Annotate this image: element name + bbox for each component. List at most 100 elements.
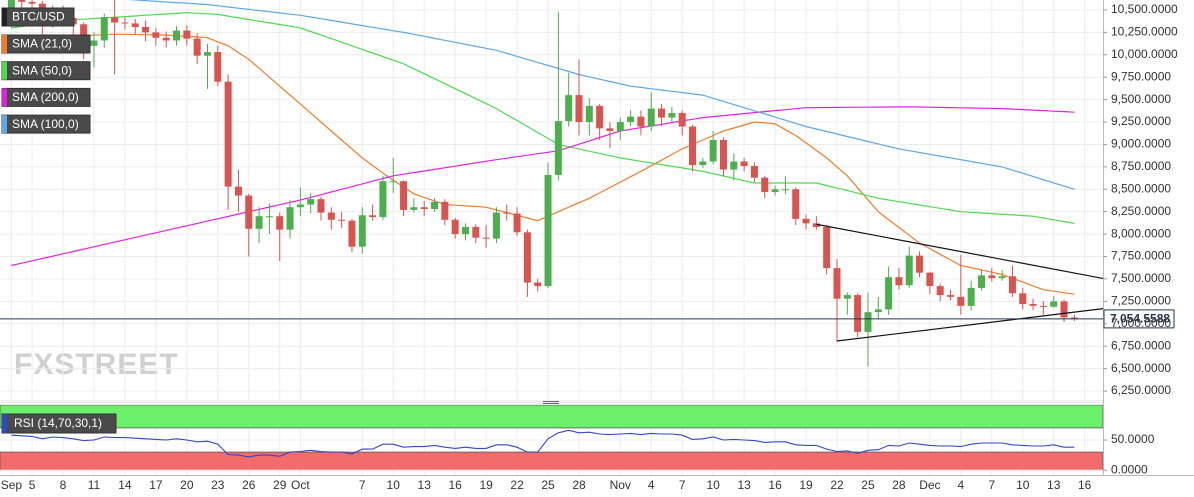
- x-tick-label: 8: [60, 478, 67, 492]
- legend-text: RSI (14,70,30,1): [14, 416, 102, 430]
- candle-body: [276, 216, 284, 230]
- x-tick-label: Dec: [919, 478, 940, 492]
- x-tick-label: 26: [242, 478, 256, 492]
- candle-body: [400, 181, 408, 210]
- y-tick-label: 10,500.0000: [1111, 2, 1178, 16]
- candle-body: [689, 126, 697, 166]
- legend-swatch: [2, 8, 7, 26]
- y-tick-label: 7,500.0000: [1111, 271, 1171, 285]
- candle-body: [895, 277, 903, 286]
- candle-body: [740, 161, 748, 166]
- x-tick-label: 13: [1047, 478, 1061, 492]
- candle-body: [482, 237, 490, 239]
- candle-body: [203, 52, 211, 56]
- last-price-label: 7,054.5588: [1110, 312, 1170, 326]
- legend-text: BTC/USD: [12, 10, 65, 24]
- x-tick-label: 17: [149, 478, 163, 492]
- x-tick-label: 29: [273, 478, 287, 492]
- candle-body: [234, 186, 242, 196]
- x-tick-label: 5: [29, 478, 36, 492]
- candle-body: [750, 165, 758, 178]
- x-tick-label: 25: [861, 478, 875, 492]
- candle-body: [338, 219, 346, 221]
- legend-swatch: [2, 88, 7, 107]
- candle-body: [719, 139, 727, 170]
- candle-body: [513, 213, 521, 233]
- candle-body: [1008, 276, 1016, 294]
- candle-body: [565, 95, 573, 122]
- legend-text: SMA (21,0): [12, 37, 72, 51]
- candle-body: [1060, 301, 1068, 318]
- y-tick-label: 10,000.0000: [1111, 47, 1178, 61]
- candle-body: [781, 189, 789, 191]
- candle-body: [28, 1, 36, 4]
- x-tick-label: 19: [479, 478, 493, 492]
- legend-text: SMA (200,0): [12, 90, 79, 104]
- y-tick-label: 7,000.0000: [1111, 316, 1171, 330]
- y-tick-label: 9,750.0000: [1111, 69, 1171, 83]
- x-tick-label: 28: [572, 478, 586, 492]
- y-tick-label: 6,250.0000: [1111, 383, 1171, 397]
- candle-body: [730, 161, 738, 170]
- overbought-zone: [0, 405, 1103, 429]
- y-tick-label: 50.0000: [1111, 432, 1155, 446]
- candle-body: [193, 38, 201, 56]
- y-tick-label: 0.0000: [1111, 462, 1148, 476]
- candle-body: [761, 177, 769, 192]
- candle-body: [183, 30, 191, 39]
- candle-body: [410, 207, 418, 210]
- candle-body: [503, 212, 511, 214]
- candle-body: [1029, 304, 1037, 306]
- candle-body: [699, 161, 707, 166]
- candle-body: [1019, 293, 1027, 305]
- candle-body: [771, 189, 779, 192]
- legend-swatch: [2, 35, 7, 53]
- legend-text: SMA (50,0): [12, 63, 72, 77]
- candle-body: [90, 40, 98, 46]
- candle-body: [255, 216, 263, 229]
- candle-body: [379, 181, 387, 218]
- candle-body: [152, 32, 160, 38]
- overlay-layer: 7,054.5588 BTC/USD SMA (21,0) SMA (50,0) SMA…: [1, 7, 1175, 434]
- candle-body: [709, 139, 717, 162]
- candle-body: [668, 113, 676, 118]
- candle-body: [492, 212, 500, 239]
- y-tick-label: 7,750.0000: [1111, 249, 1171, 263]
- candle-body: [947, 295, 955, 297]
- x-tick-label: 14: [118, 478, 132, 492]
- candle-body: [637, 116, 645, 127]
- candle-body: [606, 128, 614, 132]
- candle-body: [18, 0, 26, 2]
- candle-body: [916, 255, 924, 273]
- x-tick-label: 10: [706, 478, 720, 492]
- candle-body: [1050, 301, 1058, 307]
- x-tick-label: Nov: [610, 478, 631, 492]
- candle-body: [296, 204, 304, 208]
- rsi-line: [11, 429, 1075, 458]
- candle-body: [854, 295, 862, 332]
- candle-body: [214, 52, 222, 82]
- y-tick-label: 9,500.0000: [1111, 92, 1171, 106]
- x-tick-label: 10: [387, 478, 401, 492]
- candle-body: [534, 282, 542, 287]
- candle-body: [173, 30, 181, 41]
- candle-body: [678, 113, 686, 127]
- candle-body: [957, 296, 965, 306]
- candle-body: [998, 276, 1006, 279]
- x-tick-label: 25: [541, 478, 555, 492]
- y-tick-label: 10,250.0000: [1111, 25, 1178, 39]
- trendline: [836, 308, 1103, 342]
- panel-separator: [0, 400, 1103, 405]
- x-tick-label: 7: [679, 478, 686, 492]
- rsi-panel: [0, 405, 1103, 475]
- oversold-zone: [0, 451, 1103, 471]
- candle-body: [988, 275, 996, 279]
- candle-body: [472, 226, 480, 238]
- legend-swatch: [2, 414, 7, 433]
- x-tick-label: 11: [88, 478, 101, 492]
- y-tick-label: 7,250.0000: [1111, 294, 1171, 308]
- y-tick-label: 8,750.0000: [1111, 159, 1171, 173]
- candle-body: [441, 201, 449, 220]
- candle-body: [265, 216, 273, 218]
- candle-body: [627, 116, 635, 123]
